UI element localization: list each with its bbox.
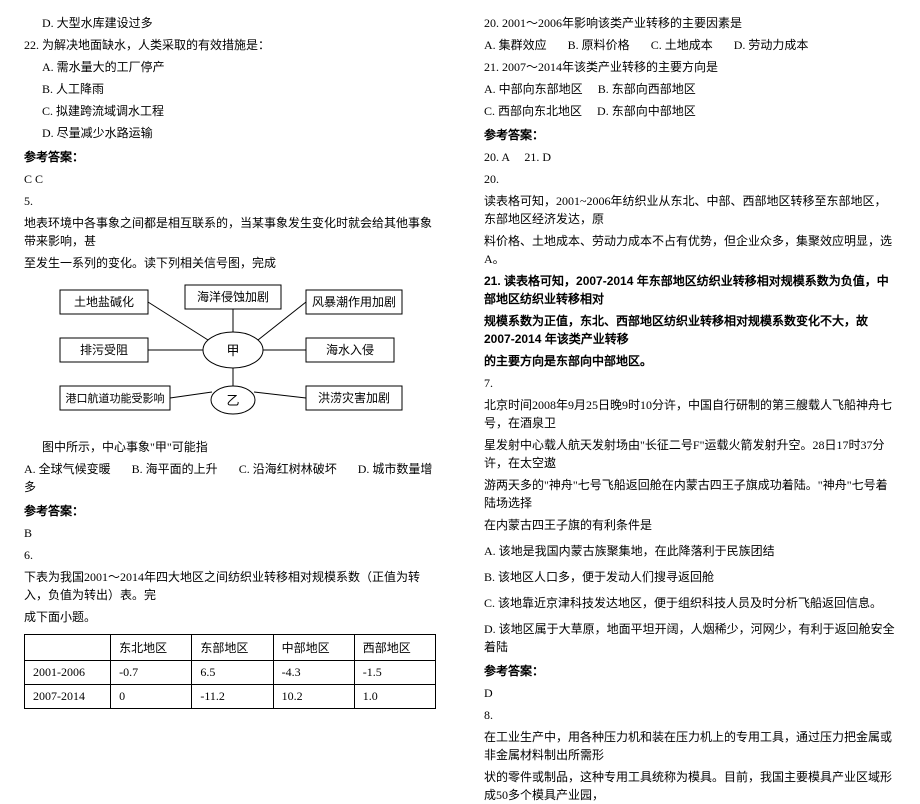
q22-opt-b: B. 人工降雨 (24, 80, 436, 98)
table-cell: 东北地区 (111, 635, 192, 661)
q21-opt-c: C. 西部向东北地区 (484, 104, 582, 118)
page-root: D. 大型水库建设过多 22. 为解决地面缺水，人类采取的有效措施是： A. 需… (0, 0, 920, 651)
diag-box: 海洋侵蚀加剧 (197, 289, 269, 304)
q6-label: 6. (24, 546, 436, 564)
right-column: 20. 2001～2006年影响该类产业转移的主要因素是 A. 集群效应 B. … (460, 0, 920, 651)
q5-stem-1: 地表环境中各事象之间都是相互联系的，当某事象发生变化时就会给其他事象带来影响，甚 (24, 214, 436, 250)
q7-p4: 在内蒙古四王子旗的有利条件是 (484, 516, 896, 534)
table-cell: 中部地区 (273, 635, 354, 661)
q21-opt-a: A. 中部向东部地区 (484, 82, 583, 96)
q5-stem-2: 至发生一系列的变化。读下列相关信号图，完成 (24, 254, 436, 272)
diag-center: 甲 (226, 343, 239, 358)
table-row: 东北地区 东部地区 中部地区 西部地区 (25, 635, 436, 661)
table-cell: 2007-2014 (25, 685, 111, 709)
q21-opt-b: B. 东部向西部地区 (598, 82, 696, 96)
answer-7: D (484, 684, 896, 702)
table-row: 2007-2014 0 -11.2 10.2 1.0 (25, 685, 436, 709)
q20-opt-d: D. 劳动力成本 (734, 38, 809, 52)
answer-label-5: 参考答案： (24, 502, 436, 520)
table-cell: 东部地区 (192, 635, 273, 661)
q21-opt-line1: A. 中部向东部地区 B. 东部向西部地区 (484, 80, 896, 98)
q22-opt-c: C. 拟建跨流域调水工程 (24, 102, 436, 120)
table-cell: 西部地区 (354, 635, 435, 661)
diag-box: 海水入侵 (326, 342, 374, 357)
diag-box: 土地盐碱化 (74, 295, 134, 309)
q20-opts: A. 集群效应 B. 原料价格 C. 土地成本 D. 劳动力成本 (484, 36, 896, 54)
diag-box: 洪涝灾害加剧 (318, 390, 390, 405)
table-cell: -4.3 (273, 661, 354, 685)
q5-opt-b: B. 海平面的上升 (132, 462, 218, 476)
q5-label: 5. (24, 192, 436, 210)
q5-diagram: 土地盐碱化 排污受阻 港口航道功能受影响 海洋侵蚀加剧 风暴潮作用加剧 海水入侵… (50, 280, 410, 430)
q7-p2: 星发射中心载人航天发射场由"长征二号F"运载火箭发射升空。28日17时37分许，… (484, 436, 896, 472)
q7-p1: 北京时间2008年9月25日晚9时10分许，中国自行研制的第三艘载人飞船神舟七号… (484, 396, 896, 432)
exp21c: 的主要方向是东部向中部地区。 (484, 352, 896, 370)
answer-5: B (24, 524, 436, 542)
diag-bottom: 乙 (226, 393, 239, 408)
q20-stem: 20. 2001～2006年影响该类产业转移的主要因素是 (484, 14, 896, 32)
q7-p3: 游两天多的"神舟"七号飞船返回舱在内蒙古四王子旗成功着陆。"神舟"七号着陆场选择 (484, 476, 896, 512)
q7-opt-c: C. 该地靠近京津科技发达地区，便于组织科技人员及时分析飞船返回信息。 (484, 594, 896, 612)
q7-label: 7. (484, 374, 896, 392)
diag-box: 排污受阻 (80, 343, 128, 357)
q7-opt-b: B. 该地区人口多，便于发动人们搜寻返回舱 (484, 568, 896, 586)
answer-label-7: 参考答案： (484, 662, 896, 680)
table-cell: 2001-2006 (25, 661, 111, 685)
table-cell: -11.2 (192, 685, 273, 709)
exp20c: 料价格、土地成本、劳动力成本不占有优势，但企业众多，集聚效应明显，选A。 (484, 232, 896, 268)
q6-stem-2: 成下面小题。 (24, 608, 436, 626)
exp20b: 读表格可知，2001~2006年纺织业从东北、中部、西部地区转移至东部地区，东部… (484, 192, 896, 228)
q21-stem: 21. 2007～2014年该类产业转移的主要方向是 (484, 58, 896, 76)
answer-2021: 20. A 21. D (484, 148, 896, 166)
left-column: D. 大型水库建设过多 22. 为解决地面缺水，人类采取的有效措施是： A. 需… (0, 0, 460, 651)
q6-stem-1: 下表为我国2001～2014年四大地区之间纺织业转移相对规模系数（正值为转入，负… (24, 568, 436, 604)
diag-box: 港口航道功能受影响 (66, 391, 165, 405)
q20-opt-b: B. 原料价格 (568, 38, 630, 52)
table-cell: 10.2 (273, 685, 354, 709)
q22-opt-a: A. 需水量大的工厂停产 (24, 58, 436, 76)
exp20a: 20. (484, 170, 896, 188)
table-cell: 6.5 (192, 661, 273, 685)
table-row: 2001-2006 -0.7 6.5 -4.3 -1.5 (25, 661, 436, 685)
exp21b: 规模系数为正值，东北、西部地区纺织业转移相对规模系数变化不大，故 2007-20… (484, 312, 896, 348)
diag-box: 风暴潮作用加剧 (312, 294, 396, 309)
q20-opt-a: A. 集群效应 (484, 38, 547, 52)
answer-22: C C (24, 170, 436, 188)
q5-opt-a: A. 全球气候变暖 (24, 462, 111, 476)
answer-label-22: 参考答案： (24, 148, 436, 166)
q7-opt-a: A. 该地是我国内蒙古族聚集地，在此降落利于民族团结 (484, 542, 896, 560)
answer-label-2021: 参考答案： (484, 126, 896, 144)
q22-stem: 22. 为解决地面缺水，人类采取的有效措施是： (24, 36, 436, 54)
q5-opt-c: C. 沿海红树林破坏 (239, 462, 337, 476)
table-cell: 0 (111, 685, 192, 709)
q6-table: 东北地区 东部地区 中部地区 西部地区 2001-2006 -0.7 6.5 -… (24, 634, 436, 709)
q20-opt-c: C. 土地成本 (651, 38, 713, 52)
q21-opt-d: D. 东部向中部地区 (597, 104, 696, 118)
q8-label: 8. (484, 706, 896, 724)
q8-p2: 状的零件或制品，这种专用工具统称为模具。目前，我国主要模具产业区域形成50多个模… (484, 768, 896, 804)
q21-opt-line2: C. 西部向东北地区 D. 东部向中部地区 (484, 102, 896, 120)
q8-p1: 在工业生产中，用各种压力机和装在压力机上的专用工具，通过压力把金属或非金属材料制… (484, 728, 896, 764)
exp21a: 21. 读表格可知，2007-2014 年东部地区纺织业转移相对规模系数为负值，… (484, 272, 896, 308)
table-cell: -0.7 (111, 661, 192, 685)
q5-after: 图中所示，中心事象"甲"可能指 (24, 438, 436, 456)
q5-options: A. 全球气候变暖 B. 海平面的上升 C. 沿海红树林破坏 D. 城市数量增多 (24, 460, 436, 496)
q22-opt-d: D. 尽量减少水路运输 (24, 124, 436, 142)
prev-option-d: D. 大型水库建设过多 (24, 14, 436, 32)
table-cell: 1.0 (354, 685, 435, 709)
table-cell: -1.5 (354, 661, 435, 685)
table-cell (25, 635, 111, 661)
